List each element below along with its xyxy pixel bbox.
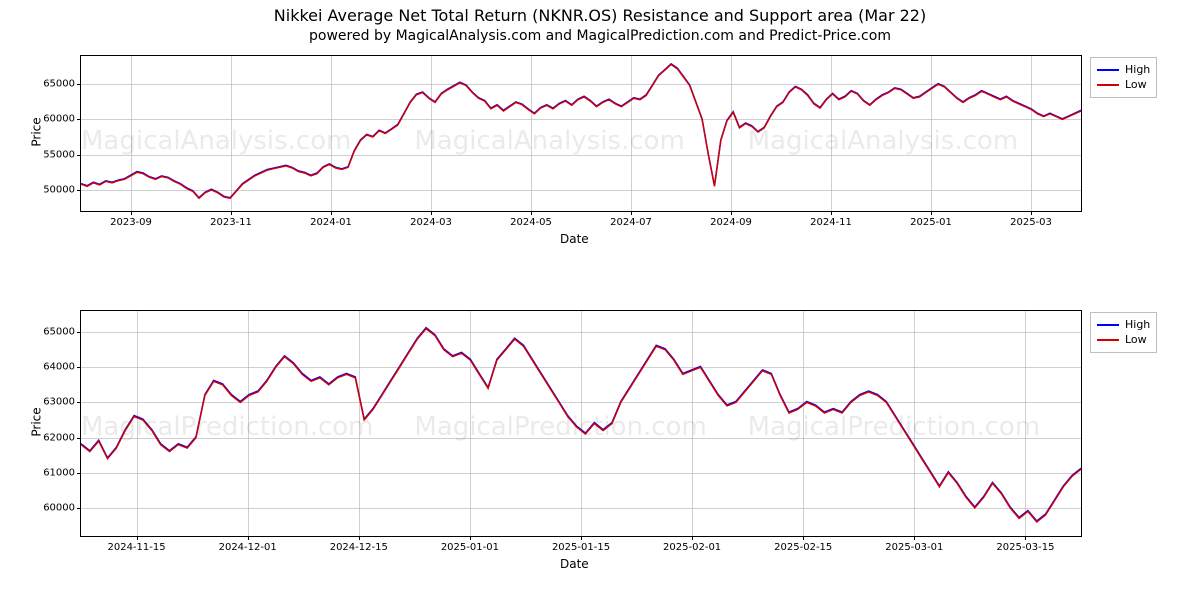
legend-label: High [1125,317,1150,332]
x-tick-label: 2025-02-15 [774,542,832,553]
x-tick-label: 2025-03-15 [996,542,1054,553]
y-axis-label: Price [30,407,44,436]
series-svg [81,311,1081,536]
plot-area: 6000061000620006300064000650002024-11-15… [80,310,1082,537]
x-tick-label: 2024-12-01 [219,542,277,553]
series-high [81,328,1081,521]
y-tick-label: 61000 [43,467,75,478]
x-axis-label: Date [560,557,589,571]
legend-item: Low [1097,332,1150,347]
bottom-chart: 60000 61000 62000 63000 64000 65000 2024-11-15… [0,0,1200,600]
series-low [81,329,1081,522]
x-tick-label: 2024-12-15 [330,542,388,553]
y-tick-label: 60000 [43,502,75,513]
y-tick-label: 63000 [43,397,75,408]
x-tick-label: 2024-11-15 [107,542,165,553]
x-tick-label: 2025-02-01 [663,542,721,553]
x-tick-label: 2025-01-15 [552,542,610,553]
y-tick-label: 62000 [43,432,75,443]
x-tick-label: 2025-01-01 [441,542,499,553]
legend-item: High [1097,317,1150,332]
legend-swatch [1097,339,1119,341]
legend-label: Low [1125,332,1147,347]
y-tick-label: 65000 [43,327,75,338]
legend-swatch [1097,324,1119,326]
y-tick-label: 64000 [43,362,75,373]
legend: HighLow [1090,312,1157,353]
x-tick-label: 2025-03-01 [885,542,943,553]
